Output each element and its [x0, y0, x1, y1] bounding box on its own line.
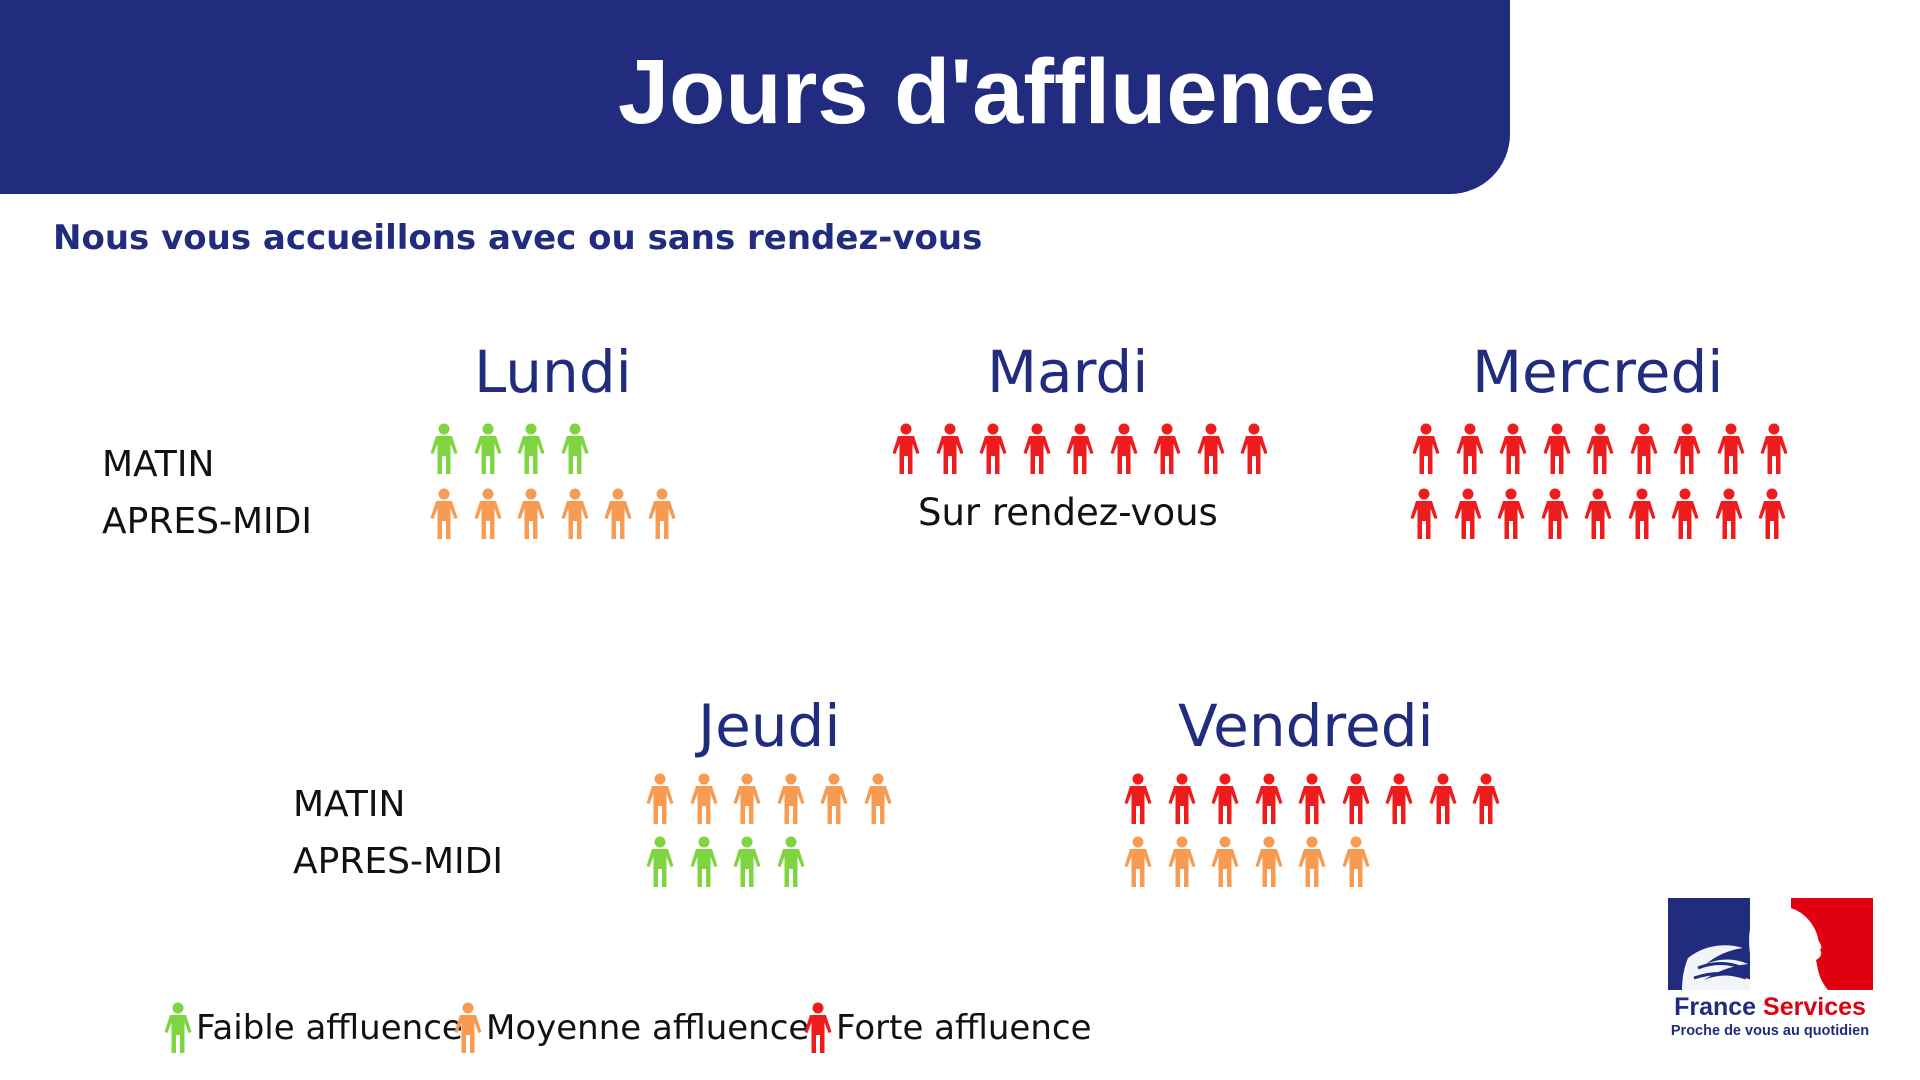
person-icon: [561, 488, 588, 539]
person-icon: [1541, 488, 1568, 539]
person-icon: [604, 488, 632, 539]
person-icon: [454, 1002, 482, 1053]
person-icon: [1760, 423, 1788, 474]
person-icon: [1456, 423, 1483, 474]
people-row-vendredi-apres-midi: [1124, 836, 1385, 888]
people-row-jeudi-apres-midi: [646, 836, 820, 888]
person-icon: [561, 423, 588, 474]
person-icon: [1168, 773, 1195, 824]
period-label-morning-2: MATIN: [293, 784, 406, 825]
person-icon: [1543, 423, 1570, 474]
period-label-afternoon-2: APRES-MIDI: [293, 841, 503, 882]
header-banner: Jours d'affluence: [0, 0, 1510, 194]
person-icon: [820, 773, 848, 824]
person-icon: [1717, 423, 1744, 474]
person-icon: [1342, 773, 1369, 824]
person-icon: [1429, 773, 1456, 824]
people-row-vendredi-matin: [1124, 773, 1516, 825]
person-icon: [1298, 773, 1326, 824]
person-icon: [648, 488, 675, 539]
person-icon: [474, 423, 501, 474]
person-icon: [1211, 773, 1239, 824]
note-sur-rendez-vous: Sur rendez-vous: [918, 491, 1218, 534]
legend-forte: Forte affluence: [804, 998, 1092, 1058]
person-icon: [1412, 423, 1440, 474]
day-title-lundi: Lundi: [474, 338, 632, 406]
person-icon: [1758, 488, 1786, 539]
person-icon: [1211, 836, 1239, 887]
people-row-lundi-matin: [430, 423, 604, 475]
page-subtitle: Nous vous accueillons avec ou sans rende…: [53, 218, 983, 258]
person-icon: [1342, 836, 1369, 887]
person-icon: [1197, 423, 1224, 474]
person-icon: [733, 773, 761, 824]
person-icon: [1153, 423, 1181, 474]
logo-tagline: Proche de vous au quotidien: [1670, 1023, 1870, 1039]
person-icon: [430, 423, 458, 474]
person-icon: [430, 488, 458, 539]
person-icon: [777, 773, 804, 824]
person-icon: [864, 773, 891, 824]
person-icon: [1499, 423, 1527, 474]
person-icon: [979, 423, 1007, 474]
person-icon: [936, 423, 963, 474]
person-icon: [1255, 836, 1282, 887]
day-title-mardi: Mardi: [987, 338, 1149, 406]
person-icon: [733, 836, 761, 887]
people-row-mardi-matin: [892, 423, 1284, 475]
day-title-vendredi: Vendredi: [1178, 692, 1434, 760]
person-icon: [1584, 488, 1612, 539]
period-label-morning: MATIN: [102, 444, 215, 485]
person-icon: [1630, 423, 1657, 474]
person-icon: [1497, 488, 1525, 539]
person-icon: [1066, 423, 1094, 474]
person-icon: [646, 836, 674, 887]
people-row-mercredi-matin: [1412, 423, 1804, 475]
legend-moyenne: Moyenne affluence: [454, 998, 809, 1058]
person-icon: [804, 1002, 832, 1053]
person-icon: [1454, 488, 1481, 539]
person-icon: [1240, 423, 1268, 474]
person-icon: [1472, 773, 1500, 824]
person-icon: [1628, 488, 1655, 539]
day-title-jeudi: Jeudi: [698, 692, 841, 760]
legend-faible: Faible affluence: [164, 998, 463, 1058]
person-icon: [892, 423, 920, 474]
person-icon: [1110, 423, 1137, 474]
person-icon: [1023, 423, 1050, 474]
person-icon: [1715, 488, 1742, 539]
period-label-afternoon: APRES-MIDI: [102, 501, 312, 542]
person-icon: [1124, 836, 1152, 887]
marianne-flag-icon: [1668, 898, 1873, 990]
person-icon: [1168, 836, 1195, 887]
france-services-logo: France Services Proche de vous au quotid…: [1664, 898, 1876, 1048]
people-row-jeudi-matin: [646, 773, 907, 825]
people-row-mercredi-apres-midi: [1410, 488, 1802, 540]
person-icon: [517, 488, 545, 539]
person-icon: [1410, 488, 1438, 539]
logo-name-part2: Services: [1763, 993, 1866, 1021]
person-icon: [1673, 423, 1701, 474]
person-icon: [164, 1002, 192, 1053]
page-title: Jours d'affluence: [618, 41, 1377, 143]
person-icon: [1586, 423, 1614, 474]
person-icon: [1298, 836, 1326, 887]
person-icon: [690, 773, 717, 824]
person-icon: [1255, 773, 1282, 824]
legend-label-faible: Faible affluence: [196, 1008, 463, 1048]
person-icon: [777, 836, 804, 887]
person-icon: [1385, 773, 1413, 824]
logo-name-part1: France: [1674, 993, 1757, 1021]
person-icon: [646, 773, 674, 824]
person-icon: [1124, 773, 1152, 824]
logo-name: France Services: [1664, 993, 1876, 1021]
person-icon: [690, 836, 717, 887]
person-icon: [1671, 488, 1699, 539]
legend-label-forte: Forte affluence: [836, 1008, 1092, 1048]
day-title-mercredi: Mercredi: [1472, 338, 1724, 406]
person-icon: [474, 488, 501, 539]
legend-label-moyenne: Moyenne affluence: [486, 1008, 810, 1048]
person-icon: [517, 423, 545, 474]
people-row-lundi-apres-midi: [430, 488, 691, 540]
